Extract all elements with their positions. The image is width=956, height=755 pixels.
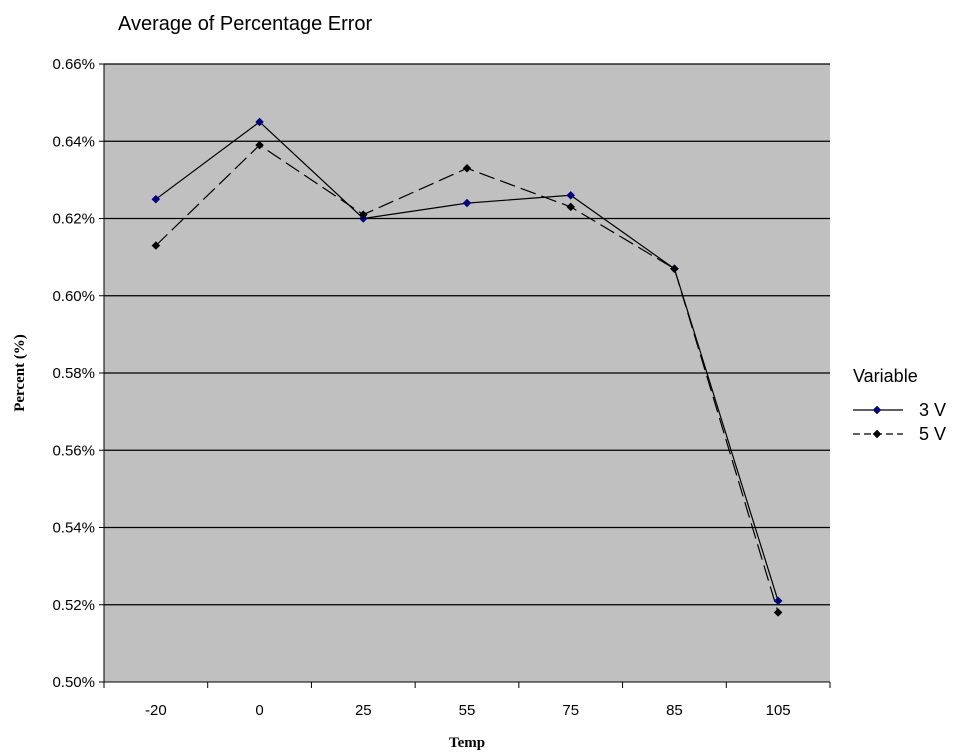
data-point: [255, 140, 264, 150]
data-point: [773, 596, 783, 606]
data-point: [773, 608, 783, 617]
y-tick-labels: 0.50% 0.52% 0.54% 0.56% 0.58% 0.60% 0.62% 0.64%…: [52, 56, 95, 691]
x-axis-title: Temp: [449, 735, 485, 751]
data-point: [566, 190, 576, 200]
y-tick-label: 0.54%: [52, 520, 95, 537]
gridlines: [104, 63, 830, 606]
data-point: [151, 241, 161, 250]
x-tick-label: 85: [666, 702, 683, 719]
y-axis-title: Percent (%): [12, 334, 28, 412]
data-point: [255, 117, 264, 127]
y-tick-label: 0.60%: [52, 288, 95, 305]
legend: Variable 3 V 5 V: [853, 366, 946, 444]
data-point: [670, 264, 679, 274]
legend-label: 5 V: [919, 424, 946, 444]
legend-swatch-marker: [872, 405, 882, 415]
x-tick-label: -20: [145, 702, 167, 719]
data-point: [358, 210, 368, 219]
x-tick-label: 25: [355, 702, 372, 719]
legend-swatch-marker: [872, 429, 882, 439]
y-tick-label: 0.66%: [52, 56, 95, 73]
y-tick-label: 0.52%: [52, 597, 95, 614]
data-point: [151, 194, 161, 204]
legend-title: Variable: [853, 366, 918, 386]
y-tick-label: 0.58%: [52, 365, 95, 382]
chart-title: Average of Percentage Error: [118, 13, 373, 35]
data-point: [566, 202, 576, 212]
x-tick-labels: -20 0 25 55 75 85 105: [145, 702, 791, 719]
legend-label: 3 V: [919, 400, 946, 420]
y-tick-label: 0.62%: [52, 211, 95, 228]
data-point: [462, 198, 472, 208]
x-tick-label: 75: [562, 702, 579, 719]
y-tick-label: 0.56%: [52, 442, 95, 459]
x-tick-label: 55: [459, 702, 476, 719]
x-tick-label: 0: [255, 702, 263, 719]
y-tick-label: 0.50%: [52, 674, 95, 691]
x-tick-label: 105: [766, 702, 791, 719]
y-tick-label: 0.64%: [52, 133, 95, 150]
data-point: [462, 163, 472, 173]
series-group: [151, 117, 783, 617]
axes: [99, 63, 831, 688]
